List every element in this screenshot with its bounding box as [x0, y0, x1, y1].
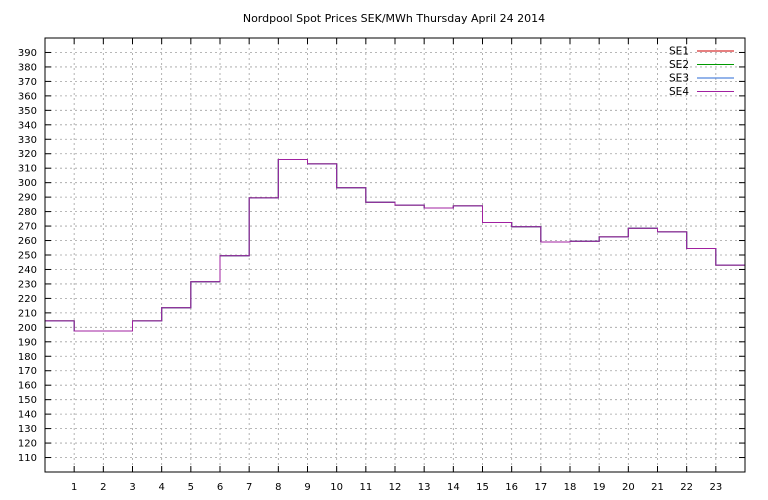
- y-tick-label: 300: [18, 178, 37, 189]
- y-tick-label: 190: [18, 337, 37, 348]
- y-tick-label: 130: [18, 424, 37, 435]
- x-tick-label: 21: [651, 482, 664, 493]
- x-tick-label: 7: [246, 482, 252, 493]
- y-tick-label: 350: [18, 106, 37, 117]
- grid: [45, 38, 745, 472]
- y-tick-label: 180: [18, 352, 37, 363]
- x-tick-label: 19: [593, 482, 606, 493]
- x-tick-label: 10: [330, 482, 343, 493]
- x-tick-label: 11: [359, 482, 372, 493]
- x-tick-label: 18: [564, 482, 577, 493]
- y-tick-label: 290: [18, 193, 37, 204]
- series-lines: [45, 159, 745, 332]
- x-tick-label: 17: [534, 482, 547, 493]
- x-tick-label: 14: [447, 482, 460, 493]
- chart-title: Nordpool Spot Prices SEK/MWh Thursday Ap…: [243, 12, 545, 25]
- y-tick-label: 150: [18, 395, 37, 406]
- series-line-se3: [45, 159, 745, 332]
- y-tick-label: 110: [18, 453, 37, 464]
- x-tick-label: 23: [709, 482, 722, 493]
- y-tick-label: 320: [18, 149, 37, 160]
- y-tick-label: 340: [18, 120, 37, 131]
- x-tick-label: 4: [158, 482, 164, 493]
- y-tick-label: 170: [18, 366, 37, 377]
- series-line-se2: [45, 159, 745, 332]
- x-tick-label: 6: [217, 482, 223, 493]
- y-tick-label: 210: [18, 308, 37, 319]
- x-tick-label: 12: [389, 482, 402, 493]
- x-tick-label: 3: [129, 482, 135, 493]
- x-tick-label: 13: [418, 482, 431, 493]
- y-tick-label: 160: [18, 381, 37, 392]
- x-tick-label: 16: [505, 482, 518, 493]
- y-tick-label: 220: [18, 294, 37, 305]
- x-tick-label: 20: [622, 482, 635, 493]
- y-tick-label: 240: [18, 265, 37, 276]
- legend-label: SE2: [669, 59, 689, 71]
- y-tick-label: 370: [18, 77, 37, 88]
- x-tick-label: 22: [680, 482, 693, 493]
- y-tick-label: 140: [18, 410, 37, 421]
- y-tick-label: 200: [18, 323, 37, 334]
- x-tick-label: 15: [476, 482, 489, 493]
- x-tick-label: 9: [304, 482, 310, 493]
- y-tick-label: 120: [18, 439, 37, 450]
- series-line-se4: [45, 159, 745, 332]
- legend-label: SE1: [669, 46, 689, 58]
- x-tick-label: 5: [188, 482, 194, 493]
- y-tick-label: 260: [18, 236, 37, 247]
- series-line-se1: [45, 159, 745, 332]
- x-tick-label: 8: [275, 482, 281, 493]
- y-tick-label: 360: [18, 91, 37, 102]
- legend-label: SE4: [669, 86, 689, 98]
- y-tick-label: 390: [18, 48, 37, 59]
- x-tick-label: 2: [100, 482, 106, 493]
- y-tick-label: 230: [18, 279, 37, 290]
- x-tick-label: 1: [71, 482, 77, 493]
- axis-ticks: 1101201301401501601701801902002102202302…: [18, 38, 745, 493]
- y-tick-label: 310: [18, 164, 37, 175]
- y-tick-label: 270: [18, 222, 37, 233]
- y-tick-label: 330: [18, 135, 37, 146]
- legend-label: SE3: [669, 73, 689, 85]
- y-tick-label: 280: [18, 207, 37, 218]
- y-tick-label: 380: [18, 62, 37, 73]
- y-tick-label: 250: [18, 251, 37, 262]
